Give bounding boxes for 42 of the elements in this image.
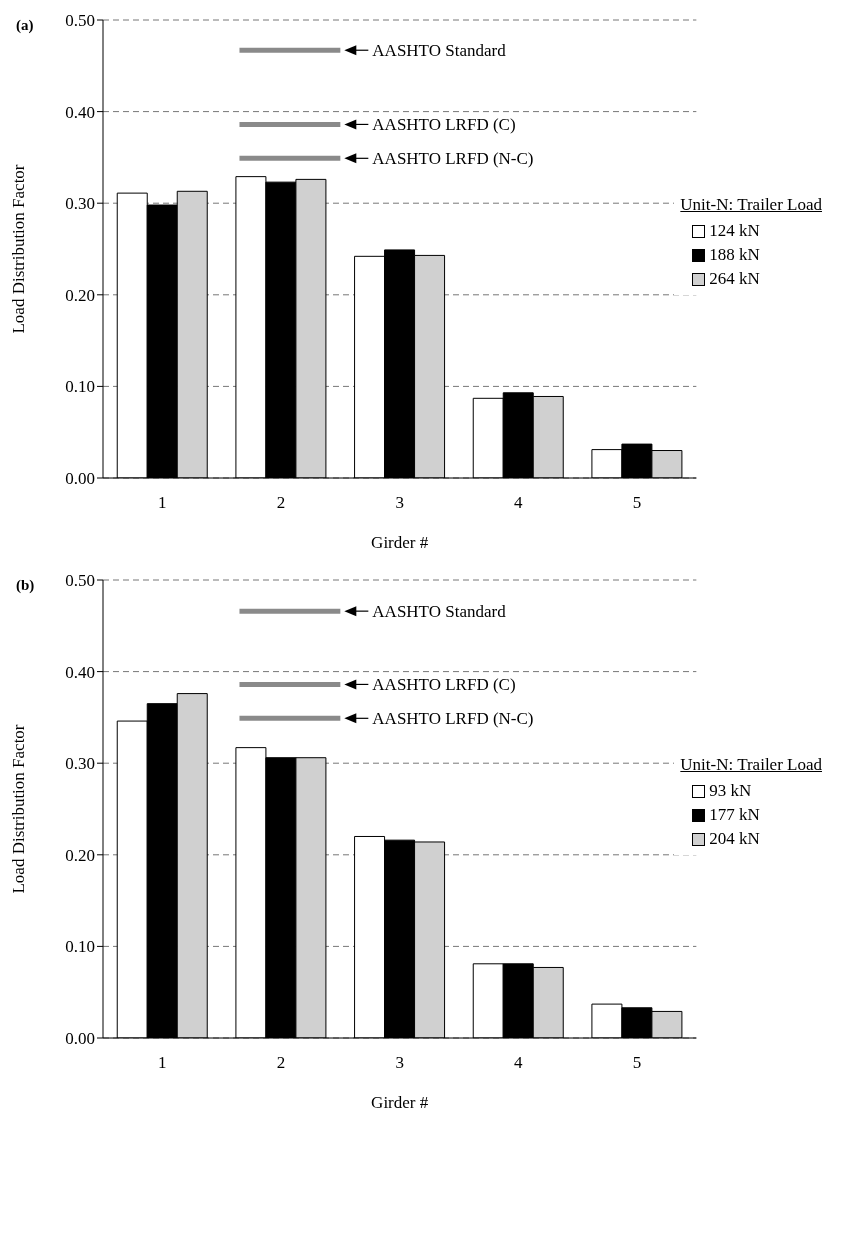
text: (b) [16,577,35,594]
legend-label: 188 kN [709,245,760,265]
y-axis-title: Load Distribution Factor [9,724,29,894]
y-tick-label: 0.30 [65,194,95,214]
y-tick-label: 0.00 [65,469,95,489]
x-tick-label: 3 [395,493,404,513]
legend-title: Unit-N: Trailer Load [680,755,822,775]
x-tick-label: 1 [158,493,167,513]
y-tick-label: 0.20 [65,845,95,865]
legend-label: 264 kN [709,269,760,289]
legend-title: Unit-N: Trailer Load [680,195,822,215]
x-tick-label: 4 [514,493,524,513]
x-axis-title: Girder # [371,1093,429,1112]
ref-line-label: AASHTO LRFD (C) [372,115,516,135]
legend-label: 93 kN [709,781,752,801]
x-tick-label: 2 [276,1053,286,1073]
x-axis-title: Girder # [371,533,429,552]
ref-line-label: AASHTO LRFD (N-C) [372,149,534,169]
x-tick-label: 5 [632,493,642,513]
x-tick-label: 1 [158,1053,167,1073]
y-tick-label: 0.50 [65,571,95,591]
y-tick-label: 0.10 [65,377,95,397]
y-tick-label: 0.00 [65,1029,95,1049]
x-tick-label: 2 [276,493,286,513]
ref-line-label: AASHTO LRFD (N-C) [372,709,534,729]
y-tick-label: 0.40 [65,102,95,122]
ref-line-label: AASHTO Standard [372,41,507,61]
y-tick-label: 0.40 [65,662,95,682]
y-tick-label: 0.50 [65,11,95,31]
y-tick-label: 0.20 [65,285,95,305]
legend-label: 124 kN [709,221,760,241]
x-tick-label: 4 [514,1053,524,1073]
ref-line-label: AASHTO Standard [372,602,507,622]
ref-line-label: AASHTO LRFD (C) [372,675,516,695]
text: (a) [16,17,34,34]
y-axis-title: Load Distribution Factor [9,164,29,334]
x-tick-label: 5 [632,1053,642,1073]
legend-label: 177 kN [709,805,760,825]
x-tick-label: 3 [395,1053,404,1073]
y-tick-label: 0.30 [65,754,95,774]
y-tick-label: 0.10 [65,937,95,957]
legend-label: 204 kN [709,829,760,849]
